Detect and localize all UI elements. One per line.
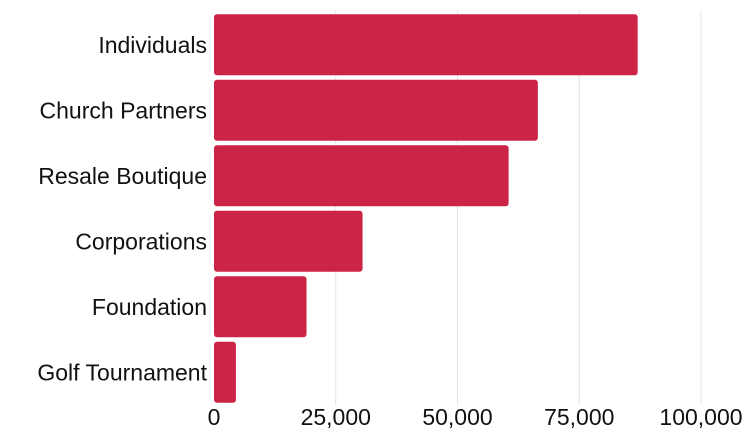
x-tick-label: 25,000 <box>301 404 371 430</box>
x-axis-tick-labels: 0 25,000 50,000 75,000 100,000 <box>208 404 743 430</box>
bars <box>214 14 638 403</box>
x-tick-label: 75,000 <box>544 404 614 430</box>
bar-church-partners <box>214 79 538 141</box>
bar-corporations <box>214 210 363 272</box>
category-label: Resale Boutique <box>38 163 207 189</box>
category-label: Church Partners <box>40 97 207 123</box>
x-tick-label: 0 <box>208 404 221 430</box>
bar-individuals <box>214 14 638 76</box>
grid-lines <box>335 10 702 405</box>
bar-resale-boutique <box>214 145 509 207</box>
category-label: Corporations <box>75 228 207 254</box>
bar-golf-tournament <box>214 341 236 403</box>
category-label: Golf Tournament <box>37 359 207 385</box>
category-label: Individuals <box>98 32 207 58</box>
x-tick-label: 100,000 <box>659 404 742 430</box>
bar-foundation <box>214 276 307 338</box>
x-tick-label: 50,000 <box>422 404 492 430</box>
category-label: Foundation <box>92 294 207 320</box>
category-labels: Individuals Church Partners Resale Boutiqu… <box>37 32 207 386</box>
